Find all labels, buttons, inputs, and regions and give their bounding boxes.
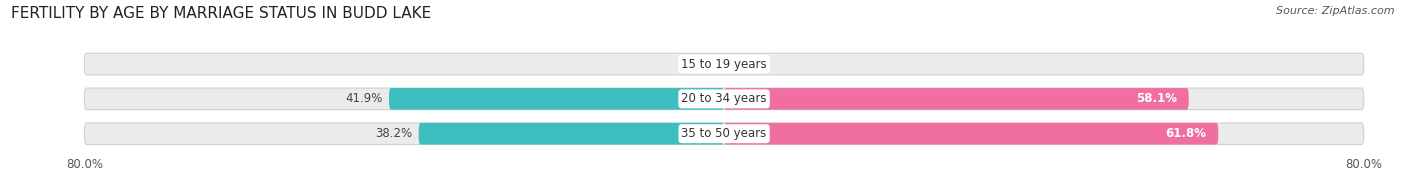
FancyBboxPatch shape — [389, 88, 724, 110]
Text: 38.2%: 38.2% — [375, 127, 412, 140]
Text: 15 to 19 years: 15 to 19 years — [682, 58, 766, 71]
FancyBboxPatch shape — [84, 53, 1364, 75]
Text: 0.0%: 0.0% — [688, 58, 717, 71]
Text: FERTILITY BY AGE BY MARRIAGE STATUS IN BUDD LAKE: FERTILITY BY AGE BY MARRIAGE STATUS IN B… — [11, 6, 432, 21]
Text: Source: ZipAtlas.com: Source: ZipAtlas.com — [1277, 6, 1395, 16]
Text: 41.9%: 41.9% — [346, 92, 382, 105]
Legend: Married, Unmarried: Married, Unmarried — [636, 193, 813, 196]
Text: 58.1%: 58.1% — [1136, 92, 1177, 105]
FancyBboxPatch shape — [419, 123, 724, 144]
FancyBboxPatch shape — [84, 123, 1364, 144]
Text: 20 to 34 years: 20 to 34 years — [682, 92, 766, 105]
Text: 61.8%: 61.8% — [1166, 127, 1206, 140]
FancyBboxPatch shape — [724, 123, 1218, 144]
FancyBboxPatch shape — [724, 88, 1188, 110]
FancyBboxPatch shape — [84, 88, 1364, 110]
Text: 35 to 50 years: 35 to 50 years — [682, 127, 766, 140]
